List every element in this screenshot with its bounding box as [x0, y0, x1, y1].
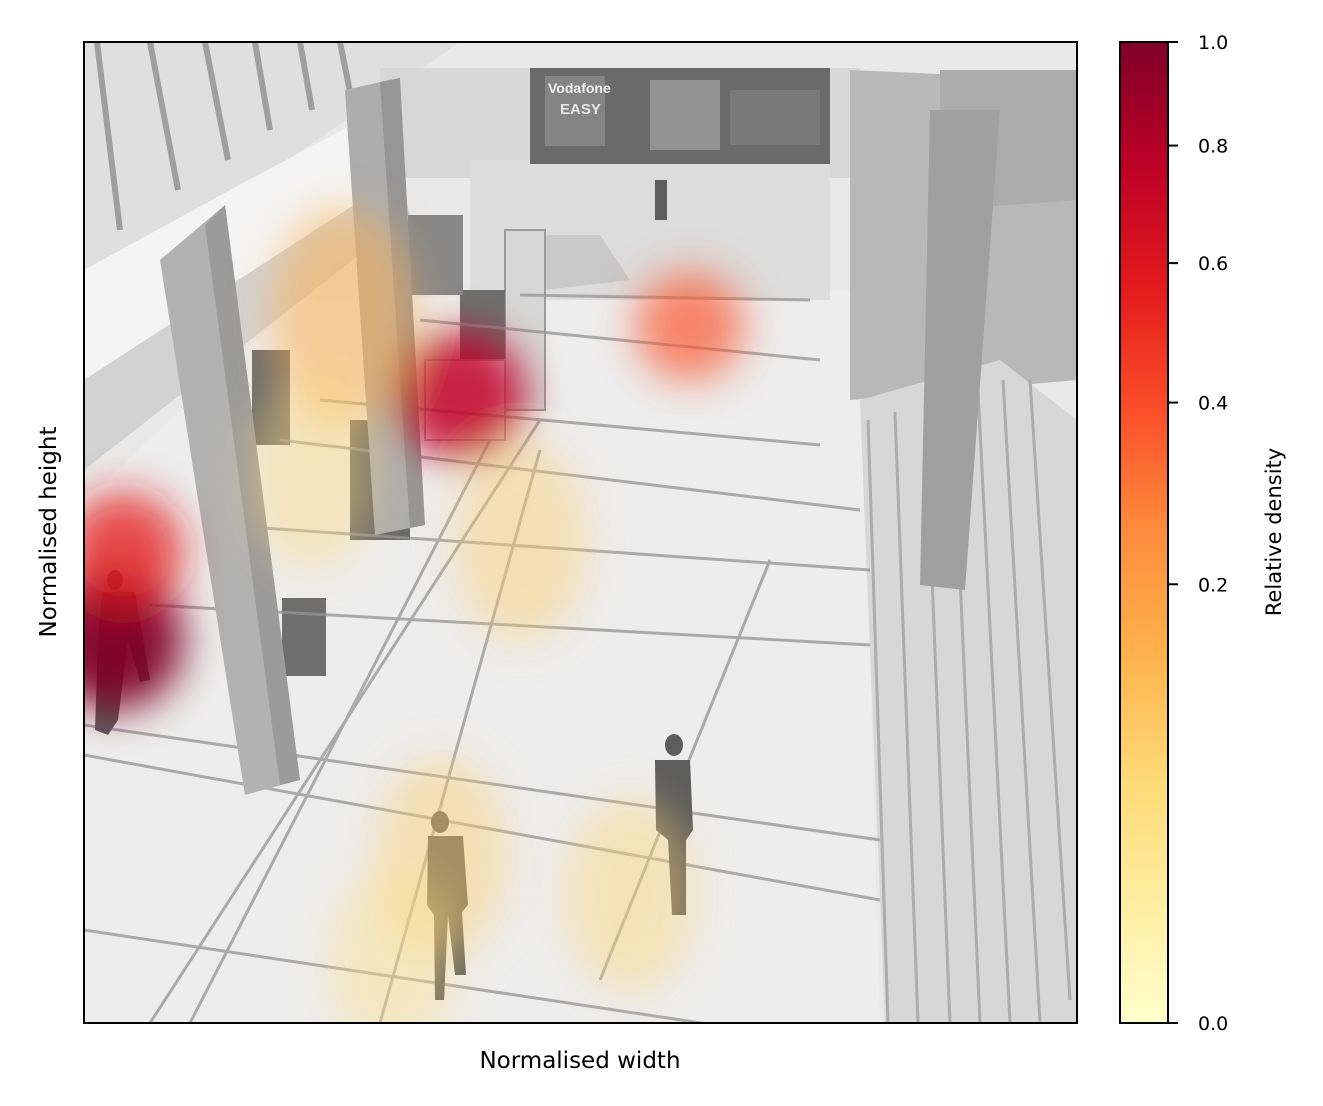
density-hotspot — [248, 378, 377, 570]
density-hotspot — [396, 330, 526, 460]
colorbar-ticks: 0.0 0.2 0.4 0.6 0.8 1.0 — [1168, 32, 1228, 1035]
density-hotspot — [454, 443, 588, 642]
y-axis-label: Normalised height — [36, 427, 62, 638]
x-axis-label: Normalised width — [479, 1048, 680, 1074]
density-overlay — [84, 207, 745, 1023]
density-hotspot — [329, 870, 455, 1023]
density-hotspot — [269, 207, 415, 426]
colorbar-tick-label: 0.4 — [1198, 393, 1228, 415]
colorbar-tick-label: 0.2 — [1198, 574, 1228, 596]
density-hotspot — [565, 798, 696, 993]
colorbar-tick-label: 0.6 — [1198, 253, 1228, 275]
colorbar-tick-label: 0.0 — [1198, 1013, 1228, 1035]
colorbar-tick-label: 1.0 — [1198, 32, 1228, 54]
colorbar-frame — [1119, 41, 1169, 1024]
svg-text:EASY: EASY — [560, 101, 601, 118]
plot-frame — [83, 41, 1078, 1024]
svg-text:Vodafone: Vodafone — [548, 80, 611, 96]
colorbar — [1120, 42, 1168, 1023]
density-hotspot — [635, 271, 745, 382]
colorbar-label: Relative density — [1262, 448, 1286, 616]
density-hotspot — [84, 492, 184, 612]
colorbar-tick-label: 0.8 — [1198, 136, 1228, 158]
